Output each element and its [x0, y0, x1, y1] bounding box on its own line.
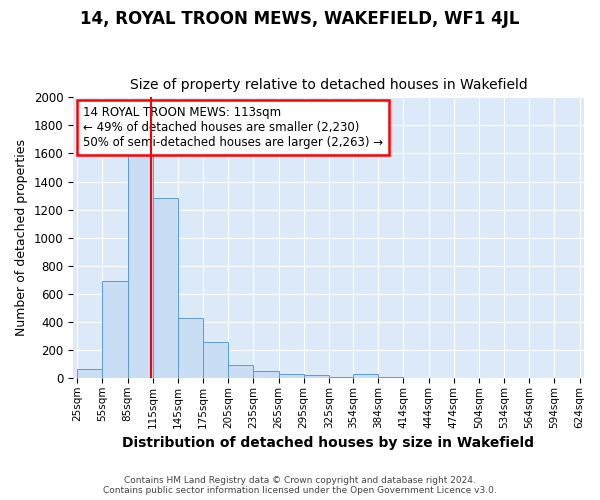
Bar — [253, 371, 278, 378]
Bar — [128, 148, 153, 378]
Bar — [278, 374, 304, 378]
Bar — [379, 377, 403, 378]
Bar — [103, 281, 128, 378]
Title: Size of property relative to detached houses in Wakefield: Size of property relative to detached ho… — [130, 78, 527, 92]
Bar — [203, 342, 228, 378]
Text: Contains HM Land Registry data © Crown copyright and database right 2024.
Contai: Contains HM Land Registry data © Crown c… — [103, 476, 497, 495]
Text: 14 ROYAL TROON MEWS: 113sqm
← 49% of detached houses are smaller (2,230)
50% of : 14 ROYAL TROON MEWS: 113sqm ← 49% of det… — [83, 106, 383, 149]
Bar — [353, 374, 379, 378]
Bar — [228, 366, 253, 378]
Bar — [153, 198, 178, 378]
Bar — [77, 369, 103, 378]
Bar — [178, 318, 203, 378]
Y-axis label: Number of detached properties: Number of detached properties — [15, 139, 28, 336]
Bar — [304, 375, 329, 378]
Bar — [329, 377, 353, 378]
X-axis label: Distribution of detached houses by size in Wakefield: Distribution of detached houses by size … — [122, 436, 535, 450]
Text: 14, ROYAL TROON MEWS, WAKEFIELD, WF1 4JL: 14, ROYAL TROON MEWS, WAKEFIELD, WF1 4JL — [80, 10, 520, 28]
